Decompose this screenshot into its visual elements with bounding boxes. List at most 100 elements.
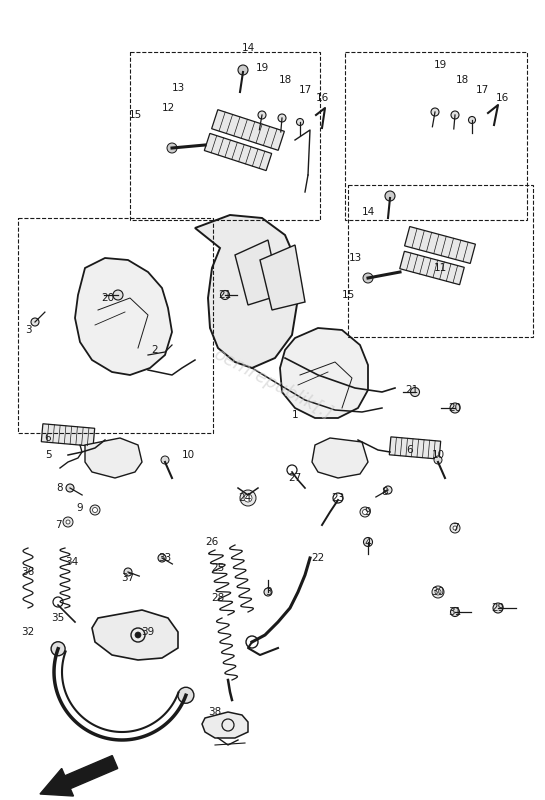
Text: 15: 15 (341, 290, 355, 300)
Bar (345, 52, 527, 220)
Text: 20: 20 (449, 403, 462, 413)
Text: 1: 1 (292, 410, 298, 420)
Text: 27: 27 (288, 473, 301, 483)
Circle shape (469, 117, 475, 123)
Text: oemrepublik[.]: oemrepublik[.] (210, 345, 335, 423)
Circle shape (167, 143, 177, 153)
Text: 6: 6 (45, 433, 51, 443)
Circle shape (264, 588, 272, 596)
Circle shape (90, 505, 100, 515)
Circle shape (363, 273, 373, 283)
Text: 12: 12 (161, 103, 174, 113)
Bar (130, 52, 320, 220)
Text: 22: 22 (311, 553, 325, 563)
Text: 28: 28 (211, 593, 225, 603)
Circle shape (244, 494, 252, 502)
Circle shape (296, 118, 304, 126)
Circle shape (66, 484, 74, 492)
Polygon shape (260, 245, 305, 310)
Polygon shape (41, 424, 95, 446)
Polygon shape (235, 240, 280, 305)
Text: 30: 30 (432, 587, 445, 597)
Circle shape (124, 568, 132, 576)
Polygon shape (211, 110, 284, 150)
Circle shape (364, 538, 372, 546)
Polygon shape (85, 438, 142, 478)
Text: 16: 16 (495, 93, 508, 103)
Circle shape (362, 510, 367, 514)
Circle shape (142, 622, 154, 634)
Circle shape (240, 490, 256, 506)
Text: 26: 26 (205, 537, 219, 547)
Polygon shape (404, 226, 475, 263)
Circle shape (410, 387, 420, 397)
Circle shape (360, 507, 370, 517)
Circle shape (385, 191, 395, 201)
Circle shape (31, 318, 39, 326)
Text: 23: 23 (331, 493, 344, 503)
Text: 10: 10 (432, 450, 445, 460)
Polygon shape (399, 251, 464, 285)
Text: 25: 25 (211, 563, 225, 573)
Circle shape (63, 517, 73, 527)
Text: 18: 18 (456, 75, 469, 85)
Text: 39: 39 (141, 627, 155, 637)
Circle shape (278, 114, 286, 122)
Polygon shape (280, 328, 368, 418)
Polygon shape (389, 437, 441, 459)
Text: 37: 37 (122, 573, 135, 583)
Circle shape (435, 589, 441, 595)
Text: 5: 5 (45, 450, 51, 460)
Circle shape (384, 486, 392, 494)
Text: 11: 11 (433, 263, 446, 273)
Text: 36: 36 (21, 567, 35, 577)
Polygon shape (202, 712, 248, 738)
Polygon shape (312, 438, 368, 478)
Polygon shape (92, 610, 178, 660)
Text: 19: 19 (256, 63, 269, 73)
Text: 20: 20 (101, 293, 114, 303)
Text: 15: 15 (129, 110, 142, 120)
FancyArrow shape (40, 755, 118, 796)
Text: 19: 19 (433, 60, 446, 70)
Polygon shape (204, 134, 272, 170)
Text: 8: 8 (382, 487, 388, 497)
Circle shape (432, 586, 444, 598)
Circle shape (451, 607, 459, 617)
Text: 38: 38 (208, 707, 222, 717)
Bar (348, 185, 533, 337)
Text: 32: 32 (21, 627, 35, 637)
Text: 34: 34 (65, 557, 78, 567)
Text: 9: 9 (365, 507, 371, 517)
Circle shape (451, 111, 459, 119)
Circle shape (158, 554, 166, 562)
Circle shape (161, 456, 169, 464)
Text: 33: 33 (159, 553, 172, 563)
Circle shape (431, 108, 439, 116)
Circle shape (51, 642, 65, 656)
Text: 3: 3 (25, 325, 31, 335)
Circle shape (453, 526, 457, 530)
Text: 21: 21 (219, 290, 232, 300)
Text: 3: 3 (265, 587, 271, 597)
Circle shape (258, 111, 266, 119)
Text: 7: 7 (452, 523, 458, 533)
Text: 13: 13 (348, 253, 362, 263)
Circle shape (113, 290, 123, 300)
Text: 10: 10 (181, 450, 195, 460)
Text: 24: 24 (238, 493, 252, 503)
Text: 14: 14 (241, 43, 255, 53)
Circle shape (178, 687, 194, 703)
Circle shape (450, 523, 460, 533)
Text: 17: 17 (475, 85, 489, 95)
Circle shape (66, 520, 70, 524)
Text: 9: 9 (77, 503, 83, 513)
Text: 14: 14 (361, 207, 374, 217)
Text: 4: 4 (365, 538, 371, 548)
Text: 7: 7 (54, 520, 61, 530)
Circle shape (221, 290, 229, 299)
Circle shape (135, 632, 141, 638)
Polygon shape (195, 215, 298, 368)
Polygon shape (75, 258, 172, 375)
Circle shape (493, 603, 503, 613)
